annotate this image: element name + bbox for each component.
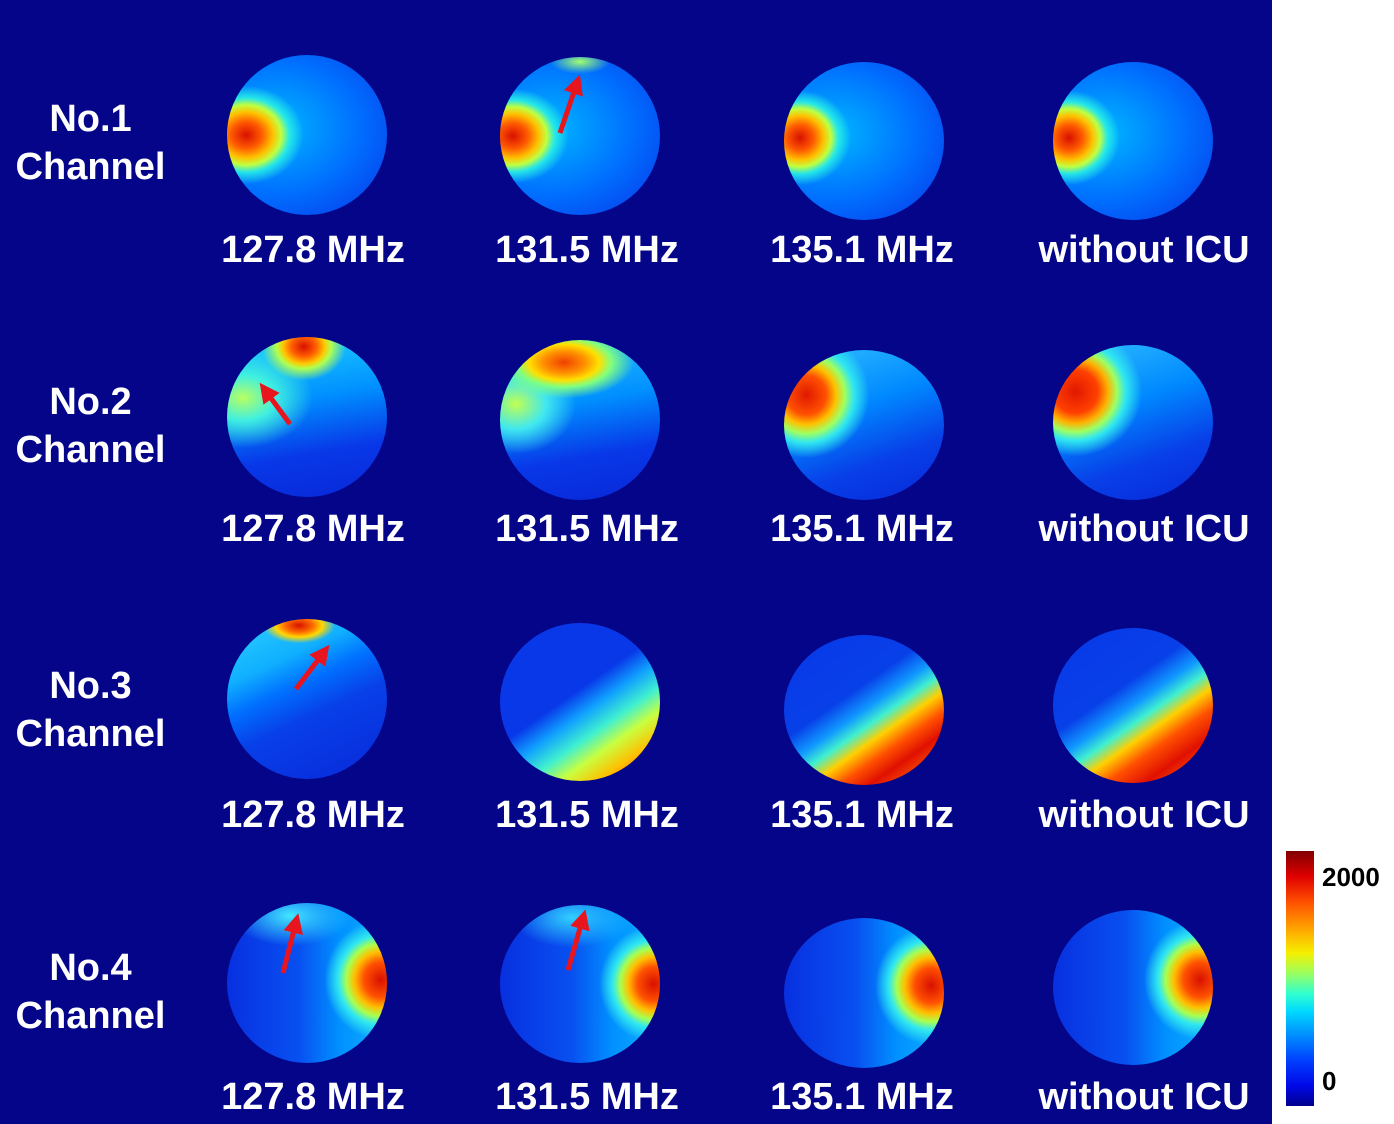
column-label: 135.1 MHz bbox=[770, 508, 954, 550]
row-label-channel-2: No.2 Channel bbox=[15, 381, 166, 471]
column-label: 135.1 MHz bbox=[770, 1076, 954, 1118]
column-label: 127.8 MHz bbox=[221, 1076, 405, 1118]
row-label-channel-1: No.1 Channel bbox=[15, 98, 166, 188]
row-label-channel-3: No.3 Channel bbox=[15, 665, 166, 755]
field-map bbox=[1053, 910, 1213, 1065]
field-map-panel: No.1 Channel No.2 Channel No.3 Channel No.4… bbox=[0, 0, 1272, 1124]
column-label: without ICU bbox=[1038, 1076, 1250, 1118]
field-map bbox=[784, 635, 944, 785]
column-label: 135.1 MHz bbox=[770, 229, 954, 271]
arrow-row4-col1 bbox=[280, 913, 303, 974]
column-label: 131.5 MHz bbox=[495, 1076, 679, 1118]
field-map bbox=[784, 918, 944, 1068]
field-map bbox=[500, 340, 660, 500]
colorbar-min-label: 0 bbox=[1322, 1066, 1337, 1096]
column-label: 127.8 MHz bbox=[221, 794, 405, 836]
field-map bbox=[227, 55, 387, 215]
field-map bbox=[227, 619, 387, 779]
column-label: 131.5 MHz bbox=[495, 794, 679, 836]
column-label: without ICU bbox=[1038, 508, 1250, 550]
column-label: without ICU bbox=[1038, 229, 1250, 271]
field-map bbox=[1053, 628, 1213, 783]
colorbar-max-label: 2000 bbox=[1322, 862, 1380, 892]
field-map bbox=[500, 623, 660, 781]
row-label-channel-4: No.4 Channel bbox=[15, 947, 166, 1037]
column-label: without ICU bbox=[1038, 794, 1250, 836]
field-map bbox=[784, 62, 944, 220]
column-label: 131.5 MHz bbox=[495, 508, 679, 550]
column-label: 131.5 MHz bbox=[495, 229, 679, 271]
field-map bbox=[227, 337, 387, 497]
colorbar bbox=[1286, 851, 1314, 1106]
arrow-row1-col2 bbox=[557, 74, 583, 134]
field-map bbox=[784, 350, 944, 500]
arrow-row4-col2 bbox=[565, 909, 590, 971]
red-arrow-icon bbox=[259, 74, 590, 974]
arrow-row2-col1 bbox=[259, 382, 293, 426]
column-label: 127.8 MHz bbox=[221, 508, 405, 550]
arrow-row3-col1 bbox=[294, 644, 330, 691]
field-map bbox=[1053, 345, 1213, 500]
column-label: 127.8 MHz bbox=[221, 229, 405, 271]
field-map bbox=[227, 903, 387, 1063]
column-label: 135.1 MHz bbox=[770, 794, 954, 836]
field-map bbox=[1053, 62, 1213, 220]
